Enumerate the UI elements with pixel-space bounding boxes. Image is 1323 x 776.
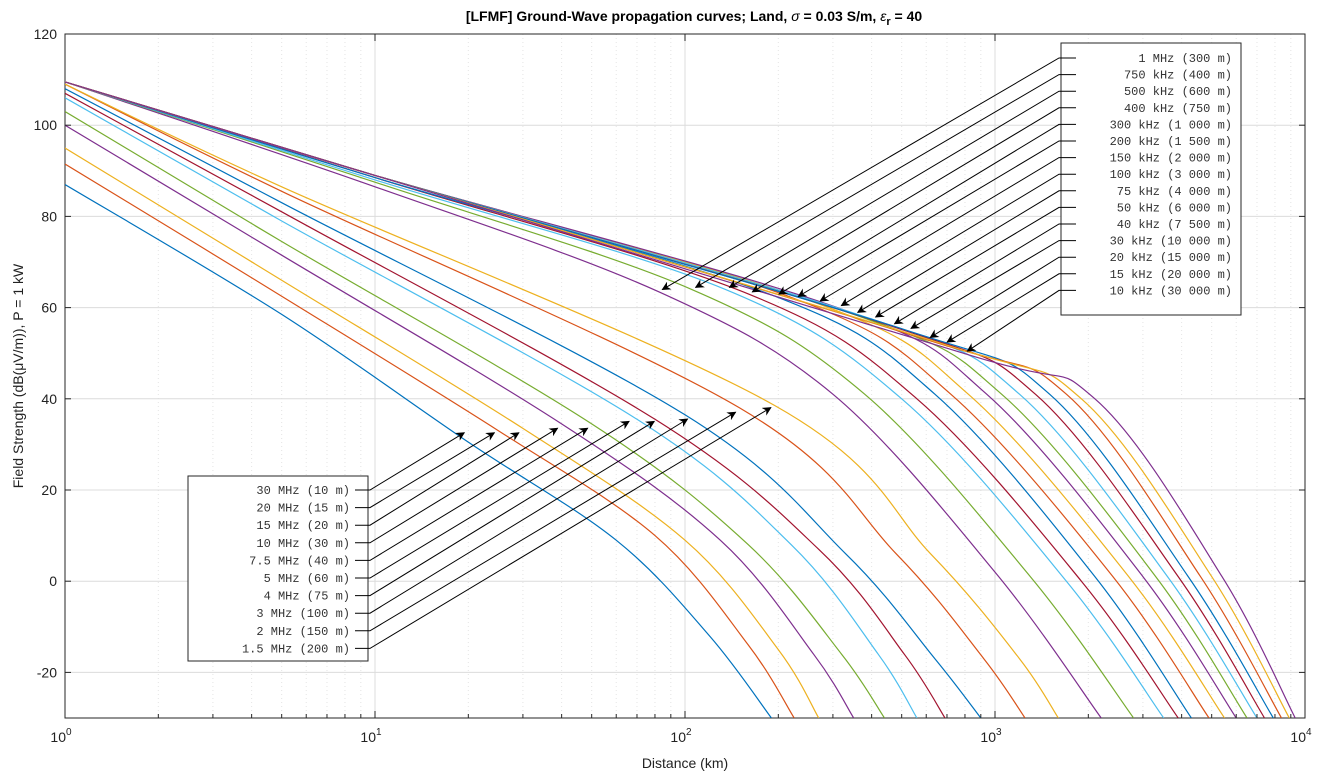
series-line <box>65 81 1192 718</box>
x-tick-label: 100 <box>50 727 72 745</box>
legend-leader-arrow <box>355 420 656 597</box>
legend-upper-entry: 50 kHz (6 000 m) <box>1117 201 1232 215</box>
legend-lower-entry: 3 MHz (100 m) <box>256 607 350 621</box>
legend-leader-arrow <box>355 427 589 561</box>
legend-leader-arrow <box>355 432 496 509</box>
y-axis-label: Field Strength (dB(μV/m)), P = 1 kW <box>10 263 26 488</box>
series-line <box>65 83 1026 718</box>
series-line <box>65 92 946 718</box>
legend-leader-arrow <box>355 411 737 632</box>
legend-upper-entry: 1 MHz (300 m) <box>1138 52 1232 66</box>
series-line <box>65 163 795 718</box>
legend-leader-arrow <box>694 74 1076 288</box>
legend-upper-entry: 150 kHz (2 000 m) <box>1110 152 1232 166</box>
series-line <box>65 110 885 718</box>
legend-upper-entry: 40 kHz (7 500 m) <box>1117 218 1232 232</box>
legend-leader-arrow <box>893 223 1076 325</box>
y-tick-label: -20 <box>37 664 57 680</box>
series-line <box>65 88 982 718</box>
legend-leader-arrow <box>661 57 1076 291</box>
x-tick-label: 102 <box>670 727 692 745</box>
legend-leader-arrow <box>874 206 1076 318</box>
y-tick-label: 0 <box>49 573 57 589</box>
series-line <box>65 97 918 718</box>
legend-leader-arrow <box>966 289 1076 352</box>
legend-leader-arrow <box>819 157 1076 302</box>
legend-lower-entry: 7.5 MHz (40 m) <box>249 554 350 568</box>
legend-upper: 1 MHz (300 m) 750 kHz (400 m) 500 kHz (600… <box>661 42 1242 352</box>
legend-upper-box <box>1060 42 1242 316</box>
legend-leader-arrow <box>728 90 1076 288</box>
series-line <box>65 81 1135 718</box>
legend-upper-entry: 10 kHz (30 000 m) <box>1110 284 1232 298</box>
legend-leader-arrow <box>751 107 1076 293</box>
legend-upper-entry: 400 kHz (750 m) <box>1124 102 1232 116</box>
axis-ticks: 120 100 80 60 40 20 0 -20 100 101 102 103 104 <box>34 26 1312 745</box>
legend-lower-entry: 30 MHz (10 m) <box>256 484 350 498</box>
series-line <box>65 81 1296 718</box>
legend-lower-entry: 5 MHz (60 m) <box>264 572 350 586</box>
legend-leader-arrow <box>910 240 1076 329</box>
legend-leader-arrow <box>856 190 1076 313</box>
legend-leader-arrow <box>355 432 520 526</box>
legend-leader-arrow <box>355 407 772 649</box>
x-tick-label: 104 <box>1290 727 1312 745</box>
y-tick-label: 40 <box>41 391 57 407</box>
y-tick-label: 20 <box>41 482 57 498</box>
legend-upper-entry: 100 kHz (3 000 m) <box>1110 168 1232 182</box>
legend-leader-arrow <box>929 256 1076 338</box>
series-line <box>65 81 1165 718</box>
legend-upper-entry: 200 kHz (1 500 m) <box>1110 135 1232 149</box>
legend-leader-arrow <box>355 432 466 491</box>
legend-upper-entry: 500 kHz (600 m) <box>1124 85 1232 99</box>
series-group <box>65 81 1296 718</box>
series-line <box>65 124 855 718</box>
legend-lower-entry: 20 MHz (15 m) <box>256 502 350 516</box>
legend-lower: 30 MHz (10 m) 20 MHz (15 m) 15 MHz (20 m) 1… <box>187 407 772 662</box>
y-tick-label: 60 <box>41 300 57 316</box>
legend-lower-box <box>187 475 369 662</box>
legend-leader-arrow <box>840 173 1076 307</box>
legend-lower-entry: 1.5 MHz (200 m) <box>242 642 350 656</box>
legend-upper-entry: 30 kHz (10 000 m) <box>1110 235 1232 249</box>
legend-leader-arrow <box>778 123 1076 295</box>
x-axis-label: Distance (km) <box>642 755 728 771</box>
series-line <box>65 83 1059 718</box>
y-tick-label: 120 <box>34 26 58 42</box>
series-line <box>65 183 772 718</box>
legend-upper-entry: 15 kHz (20 000 m) <box>1110 268 1232 282</box>
legend-upper-entry: 750 kHz (400 m) <box>1124 69 1232 83</box>
legend-lower-entry: 10 MHz (30 m) <box>256 537 350 551</box>
legend-upper-entry: 20 kHz (15 000 m) <box>1110 251 1232 265</box>
legend-leader-arrow <box>797 140 1076 297</box>
legend-leader-arrow <box>355 418 689 614</box>
chart-title: [LFMF] Ground-Wave propagation curves; L… <box>466 8 923 28</box>
x-tick-label: 103 <box>980 727 1002 745</box>
y-tick-label: 100 <box>34 117 58 133</box>
legend-leader-arrow <box>355 427 559 544</box>
legend-leader-arrow <box>355 420 630 579</box>
legend-lower-entry: 15 MHz (20 m) <box>256 519 350 533</box>
x-tick-label: 101 <box>360 727 382 745</box>
legend-lower-entry: 4 MHz (75 m) <box>264 590 350 604</box>
legend-leader-arrow <box>946 273 1076 343</box>
legend-upper-entry: 300 kHz (1 000 m) <box>1110 118 1232 132</box>
y-tick-label: 80 <box>41 208 57 224</box>
series-line <box>65 147 820 718</box>
series-line <box>65 81 1102 718</box>
legend-lower-entry: 2 MHz (150 m) <box>256 625 350 639</box>
legend-upper-entry: 75 kHz (4 000 m) <box>1117 185 1232 199</box>
